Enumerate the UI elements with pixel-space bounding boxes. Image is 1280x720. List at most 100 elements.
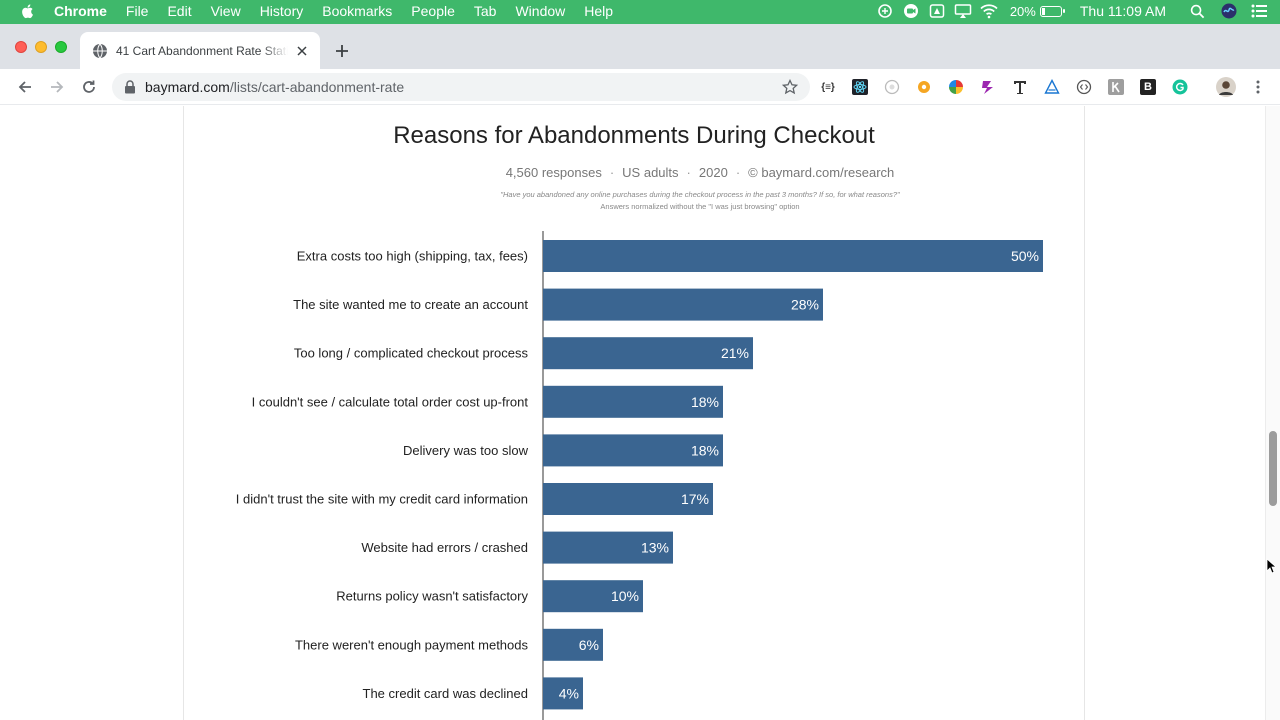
value-label-0: 50%	[1011, 248, 1039, 264]
abandonment-bar-chart: Extra costs too high (shipping, tax, fee…	[236, 231, 1043, 720]
scrollbar-thumb[interactable]	[1269, 431, 1277, 506]
lock-icon[interactable]	[124, 80, 136, 94]
tab-active[interactable]: 41 Cart Abandonment Rate Statistics	[80, 32, 320, 69]
bar-9	[543, 677, 583, 710]
window-zoom-button[interactable]	[55, 41, 67, 53]
globe-icon	[93, 43, 107, 58]
chart-note: Answers normalized without the "I was ju…	[600, 202, 800, 211]
menu-app-name[interactable]: Chrome	[54, 3, 107, 19]
menu-file[interactable]: File	[125, 3, 149, 19]
code-circle-extension-icon[interactable]	[1076, 79, 1092, 95]
menubar-clock[interactable]: Thu 11:09 AM	[1079, 3, 1166, 19]
macos-menu-bar: Chrome File Edit View History Bookmarks …	[0, 0, 1280, 22]
url-path: /lists/cart-abandonment-rate	[229, 79, 405, 95]
apple-logo-icon[interactable]	[20, 3, 36, 19]
bar-0	[543, 240, 1043, 272]
arrow-right-icon	[51, 81, 64, 93]
bar-5	[543, 483, 713, 515]
tab-title: 41 Cart Abandonment Rate Statistics	[116, 43, 288, 58]
profile-avatar[interactable]	[1216, 77, 1236, 97]
category-label-2: Too long / complicated checkout process	[294, 346, 529, 361]
value-label-5: 17%	[681, 491, 709, 507]
value-label-3: 18%	[691, 394, 719, 410]
bar-7	[543, 580, 643, 613]
bar-4	[543, 434, 723, 467]
category-label-0: Extra costs too high (shipping, tax, fee…	[297, 249, 528, 264]
video-camera-icon[interactable]	[902, 3, 920, 19]
gear-extension-icon[interactable]	[916, 79, 932, 95]
value-label-1: 28%	[791, 297, 819, 313]
control-center-icon[interactable]	[1250, 3, 1268, 19]
value-label-9: 4%	[559, 685, 579, 701]
web-page: Reasons for Abandonments During Checkout…	[0, 106, 1280, 720]
url-host: baymard.com	[145, 79, 230, 95]
window-close-button[interactable]	[15, 41, 27, 53]
subtitle-audience: US adults	[622, 165, 679, 180]
url-text[interactable]: baymard.com/lists/cart-abandonment-rate	[145, 79, 404, 95]
forward-button[interactable]	[43, 73, 71, 101]
close-tab-icon[interactable]	[294, 43, 310, 59]
menu-help[interactable]: Help	[584, 3, 614, 19]
circle-extension-icon[interactable]	[884, 79, 900, 95]
value-label-8: 6%	[579, 637, 599, 653]
browser-toolbar: baymard.com/lists/cart-abandonment-rate …	[0, 69, 1280, 105]
menubar-status-area: 20% Thu 11:09 AM	[868, 0, 1280, 22]
bookmark-star-icon[interactable]	[782, 79, 798, 95]
menu-window[interactable]: Window	[515, 3, 566, 19]
menu-edit[interactable]: Edit	[167, 3, 192, 19]
wifi-icon[interactable]	[980, 3, 998, 19]
siri-icon[interactable]	[1220, 3, 1238, 19]
arrow-left-icon	[18, 81, 31, 93]
reload-button[interactable]	[75, 73, 103, 101]
category-label-1: The site wanted me to create an account	[293, 297, 528, 312]
s-extension-icon[interactable]	[980, 79, 996, 95]
battery-icon[interactable]	[1039, 5, 1065, 17]
value-label-7: 10%	[611, 588, 639, 604]
menu-tab[interactable]: Tab	[473, 3, 497, 19]
menu-view[interactable]: View	[210, 3, 241, 19]
bar-1	[543, 288, 823, 321]
address-bar[interactable]: baymard.com/lists/cart-abandonment-rate	[112, 73, 810, 101]
bar-3	[543, 385, 723, 418]
new-tab-plus-icon[interactable]	[334, 43, 350, 59]
bar-2	[543, 337, 753, 370]
k-extension-icon[interactable]	[1108, 79, 1124, 95]
category-label-7: Returns policy wasn't satisfactory	[336, 589, 528, 604]
typography-extension-icon[interactable]	[1012, 79, 1028, 95]
react-devtools-extension-icon[interactable]	[852, 79, 868, 95]
menu-bookmarks[interactable]: Bookmarks	[322, 3, 393, 19]
sync-icon[interactable]	[876, 3, 894, 19]
menu-history[interactable]: History	[259, 3, 304, 19]
kebab-menu-icon[interactable]	[1250, 79, 1266, 95]
subtitle-source[interactable]: © baymard.com/research	[748, 165, 895, 180]
json-viewer-extension-icon[interactable]: {≡}	[821, 81, 835, 93]
chart-subtitle: 4,560 responses · US adults · 2020 · © baymard…	[505, 165, 895, 180]
value-label-4: 18%	[691, 442, 719, 458]
category-label-5: I didn't trust the site with my credit c…	[236, 492, 528, 507]
category-label-9: The credit card was declined	[363, 686, 528, 701]
spotlight-search-icon[interactable]	[1188, 3, 1206, 19]
menu-people[interactable]: People	[411, 3, 455, 19]
bar-8	[543, 628, 603, 661]
battery-level-fill	[1041, 7, 1046, 15]
value-label-2: 21%	[721, 345, 749, 361]
content-frame-right-border	[1084, 106, 1085, 720]
subtitle-responses: 4,560 responses	[505, 165, 602, 180]
window-minimize-button[interactable]	[35, 41, 47, 53]
value-label-6: 13%	[641, 540, 669, 556]
triangle-ruler-extension-icon[interactable]	[1044, 79, 1060, 95]
category-label-3: I couldn't see / calculate total order c…	[252, 394, 529, 409]
category-label-6: Website had errors / crashed	[361, 540, 528, 555]
grammarly-extension-icon[interactable]	[1172, 79, 1188, 95]
airplay-icon[interactable]	[954, 3, 972, 19]
vertical-scrollbar[interactable]	[1265, 106, 1280, 720]
tab-strip: 41 Cart Abandonment Rate Statistics	[0, 24, 1280, 69]
subtitle-year: 2020	[698, 165, 728, 180]
survey-question: "Have you abandoned any online purchases…	[500, 190, 900, 199]
b-extension-icon[interactable]: B	[1140, 79, 1156, 95]
color-wheel-extension-icon[interactable]	[948, 79, 964, 95]
content-frame-left-border	[183, 106, 184, 720]
reload-icon	[83, 80, 95, 93]
google-drive-icon[interactable]	[928, 3, 946, 19]
back-button[interactable]	[11, 73, 39, 101]
